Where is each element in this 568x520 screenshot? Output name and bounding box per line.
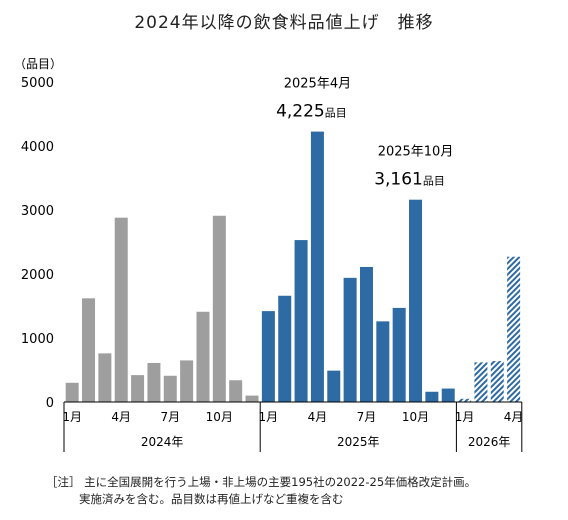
year-label: 2024年 (141, 435, 184, 449)
footnote: ［注］ 主に全国展開を行う上場・非上場の主要195社の2022-25年価格改定計… (46, 474, 476, 508)
year-label: 2025年 (337, 435, 380, 449)
blue-bar (425, 391, 439, 402)
month-tick-label: 7月 (357, 410, 377, 424)
annotation-date: 2025年10月 (378, 145, 454, 160)
gray-bar (147, 362, 161, 402)
month-tick-label: 7月 (160, 410, 180, 424)
month-tick-label: 4月 (111, 410, 131, 424)
gray-bar (196, 311, 210, 402)
blue-bar (294, 240, 308, 402)
footnote-line-1: ［注］ 主に全国展開を行う上場・非上場の主要195社の2022-25年価格改定計… (46, 475, 477, 489)
blue-bar (376, 321, 390, 402)
footnote-line-2: 実施済みを含む。品目数は再値上げなど重複を含む (79, 492, 344, 506)
hatched-bar (507, 256, 521, 402)
blue-bar (327, 370, 341, 402)
y-tick-label: 3000 (21, 204, 54, 219)
month-tick-label: 10月 (206, 410, 233, 424)
blue-bar (409, 199, 423, 402)
gray-bar (82, 298, 96, 402)
gray-bar (131, 375, 145, 402)
gray-bar (98, 353, 112, 402)
y-tick-label: 0 (46, 396, 54, 411)
gray-bar (114, 217, 128, 402)
bar-chart: （品目） 0 1000 2000 3000 4000 5000 1月 4月 7月 10月 1月 4月… (14, 57, 524, 452)
annotation-date: 2025年4月 (284, 77, 351, 92)
y-axis-title: （品目） (14, 57, 62, 71)
blue-bar (310, 131, 324, 402)
annotation-value: 3,161品目 (374, 170, 445, 190)
year-label: 2026年 (468, 435, 511, 449)
hatched-bar (458, 398, 472, 402)
gray-bar (245, 395, 259, 402)
blue-bar (261, 311, 275, 402)
hatched-bar (490, 361, 504, 402)
y-tick-label: 2000 (21, 268, 54, 283)
annotation-value: 4,225品目 (276, 102, 347, 122)
gray-bar (180, 360, 194, 402)
gray-bar (65, 382, 79, 402)
y-tick-label: 5000 (21, 76, 54, 91)
blue-bar (343, 277, 357, 402)
gray-bar (212, 215, 226, 402)
blue-bar (359, 266, 373, 402)
month-tick-label: 1月 (62, 410, 82, 424)
y-tick-label: 4000 (21, 140, 54, 155)
blue-bar (392, 307, 406, 402)
month-tick-label: 4月 (308, 410, 328, 424)
month-tick-label: 1月 (259, 410, 279, 424)
blue-bar (278, 295, 292, 402)
month-tick-label: 1月 (455, 410, 475, 424)
month-tick-label: 4月 (504, 410, 524, 424)
blue-bar (441, 388, 455, 402)
gray-bar (229, 380, 243, 402)
hatched-bar (474, 362, 488, 402)
month-tick-label: 10月 (402, 410, 429, 424)
y-tick-label: 1000 (21, 332, 54, 347)
chart-title: 2024年以降の飲食料品値上げ 推移 (134, 13, 434, 33)
gray-bar (163, 375, 177, 402)
